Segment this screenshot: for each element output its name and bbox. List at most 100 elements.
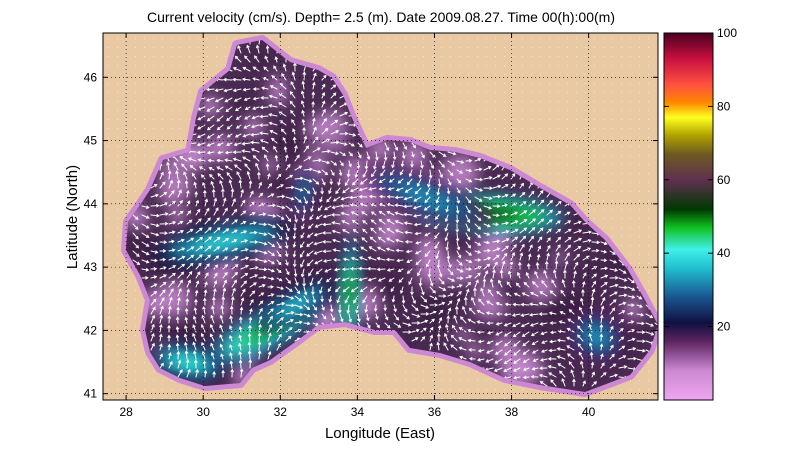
current-arrow bbox=[395, 248, 404, 253]
current-arrow bbox=[543, 269, 548, 279]
current-arrow bbox=[312, 136, 319, 144]
current-arrow bbox=[159, 202, 169, 207]
current-arrow bbox=[444, 223, 449, 232]
current-arrow bbox=[465, 168, 473, 173]
current-arrow bbox=[424, 250, 431, 258]
current-arrow bbox=[340, 204, 350, 208]
current-arrow bbox=[339, 142, 348, 146]
current-arrow bbox=[411, 304, 419, 312]
current-arrow bbox=[150, 298, 157, 306]
current-arrow bbox=[483, 249, 491, 253]
current-arrow bbox=[195, 254, 203, 261]
current-arrow bbox=[382, 295, 386, 303]
current-arrow bbox=[276, 163, 280, 171]
current-arrow bbox=[249, 221, 257, 225]
current-arrow bbox=[420, 286, 425, 296]
current-arrow bbox=[437, 259, 441, 269]
current-arrow bbox=[609, 291, 618, 297]
current-arrow bbox=[384, 142, 390, 152]
current-arrow bbox=[184, 316, 188, 324]
current-arrow bbox=[402, 142, 407, 150]
current-arrow bbox=[231, 256, 239, 261]
current-arrow bbox=[582, 263, 589, 270]
current-arrow bbox=[216, 166, 224, 171]
current-arrow bbox=[303, 156, 312, 162]
current-arrow bbox=[289, 100, 296, 108]
current-arrow bbox=[159, 249, 167, 253]
current-arrow bbox=[359, 202, 368, 207]
current-arrow bbox=[186, 368, 191, 378]
current-arrow bbox=[282, 137, 287, 144]
current-arrow bbox=[582, 255, 590, 261]
current-arrow bbox=[600, 305, 605, 315]
current-arrow bbox=[456, 196, 460, 205]
current-arrow bbox=[238, 359, 243, 369]
current-arrow bbox=[546, 219, 553, 225]
current-arrow bbox=[636, 349, 646, 353]
current-arrow bbox=[378, 187, 386, 191]
current-arrow bbox=[434, 214, 440, 220]
current-arrow bbox=[393, 322, 402, 328]
current-arrow bbox=[577, 325, 584, 333]
current-arrow bbox=[393, 304, 397, 313]
current-arrow bbox=[468, 357, 476, 361]
current-arrow bbox=[209, 173, 215, 180]
current-arrow bbox=[453, 314, 458, 324]
current-arrow bbox=[342, 257, 350, 261]
current-arrows bbox=[132, 40, 658, 387]
current-arrow bbox=[370, 211, 377, 216]
current-arrow bbox=[609, 325, 614, 333]
current-arrow bbox=[150, 283, 158, 288]
current-arrow bbox=[566, 327, 575, 333]
current-arrow bbox=[385, 247, 395, 252]
current-arrow bbox=[206, 142, 215, 147]
current-arrow bbox=[393, 313, 400, 321]
current-arrow bbox=[636, 295, 643, 300]
current-arrow bbox=[564, 260, 569, 270]
current-arrow bbox=[240, 288, 246, 297]
current-arrow bbox=[195, 271, 201, 279]
current-arrow bbox=[529, 322, 539, 327]
current-arrow bbox=[333, 258, 341, 262]
current-arrow bbox=[276, 294, 285, 298]
current-arrow bbox=[465, 223, 471, 233]
current-arrow bbox=[330, 100, 337, 108]
current-arrow bbox=[501, 230, 510, 234]
current-arrow bbox=[289, 91, 296, 99]
current-arrow bbox=[438, 301, 446, 306]
current-arrow bbox=[217, 150, 224, 155]
current-arrow bbox=[493, 367, 503, 372]
current-arrow bbox=[539, 358, 548, 362]
current-arrow bbox=[159, 266, 167, 270]
current-arrow bbox=[548, 348, 557, 353]
current-arrow bbox=[528, 190, 535, 198]
current-arrow bbox=[423, 241, 431, 247]
current-arrow bbox=[609, 363, 617, 369]
current-arrow bbox=[362, 228, 368, 234]
current-arrow bbox=[538, 373, 548, 378]
current-arrow bbox=[400, 286, 404, 295]
current-arrow bbox=[477, 349, 485, 353]
current-arrow bbox=[495, 312, 503, 316]
current-arrow bbox=[276, 173, 282, 180]
current-arrow bbox=[321, 160, 331, 165]
current-arrow bbox=[492, 184, 502, 189]
current-arrow bbox=[564, 244, 572, 252]
current-arrow bbox=[561, 378, 566, 387]
current-arrow bbox=[241, 149, 251, 153]
current-arrow bbox=[192, 324, 197, 333]
current-arrow bbox=[196, 142, 206, 147]
current-arrow bbox=[132, 259, 141, 265]
current-arrow bbox=[519, 235, 527, 243]
current-arrow bbox=[231, 198, 236, 207]
current-arrow bbox=[426, 259, 431, 268]
current-arrow bbox=[216, 124, 224, 131]
current-arrow bbox=[654, 322, 658, 329]
current-arrow bbox=[342, 229, 350, 234]
current-arrow bbox=[150, 241, 159, 246]
current-arrow bbox=[458, 346, 467, 351]
current-arrow bbox=[477, 339, 485, 344]
current-arrow bbox=[332, 238, 341, 243]
current-arrow bbox=[210, 351, 215, 360]
current-arrow bbox=[456, 160, 465, 164]
